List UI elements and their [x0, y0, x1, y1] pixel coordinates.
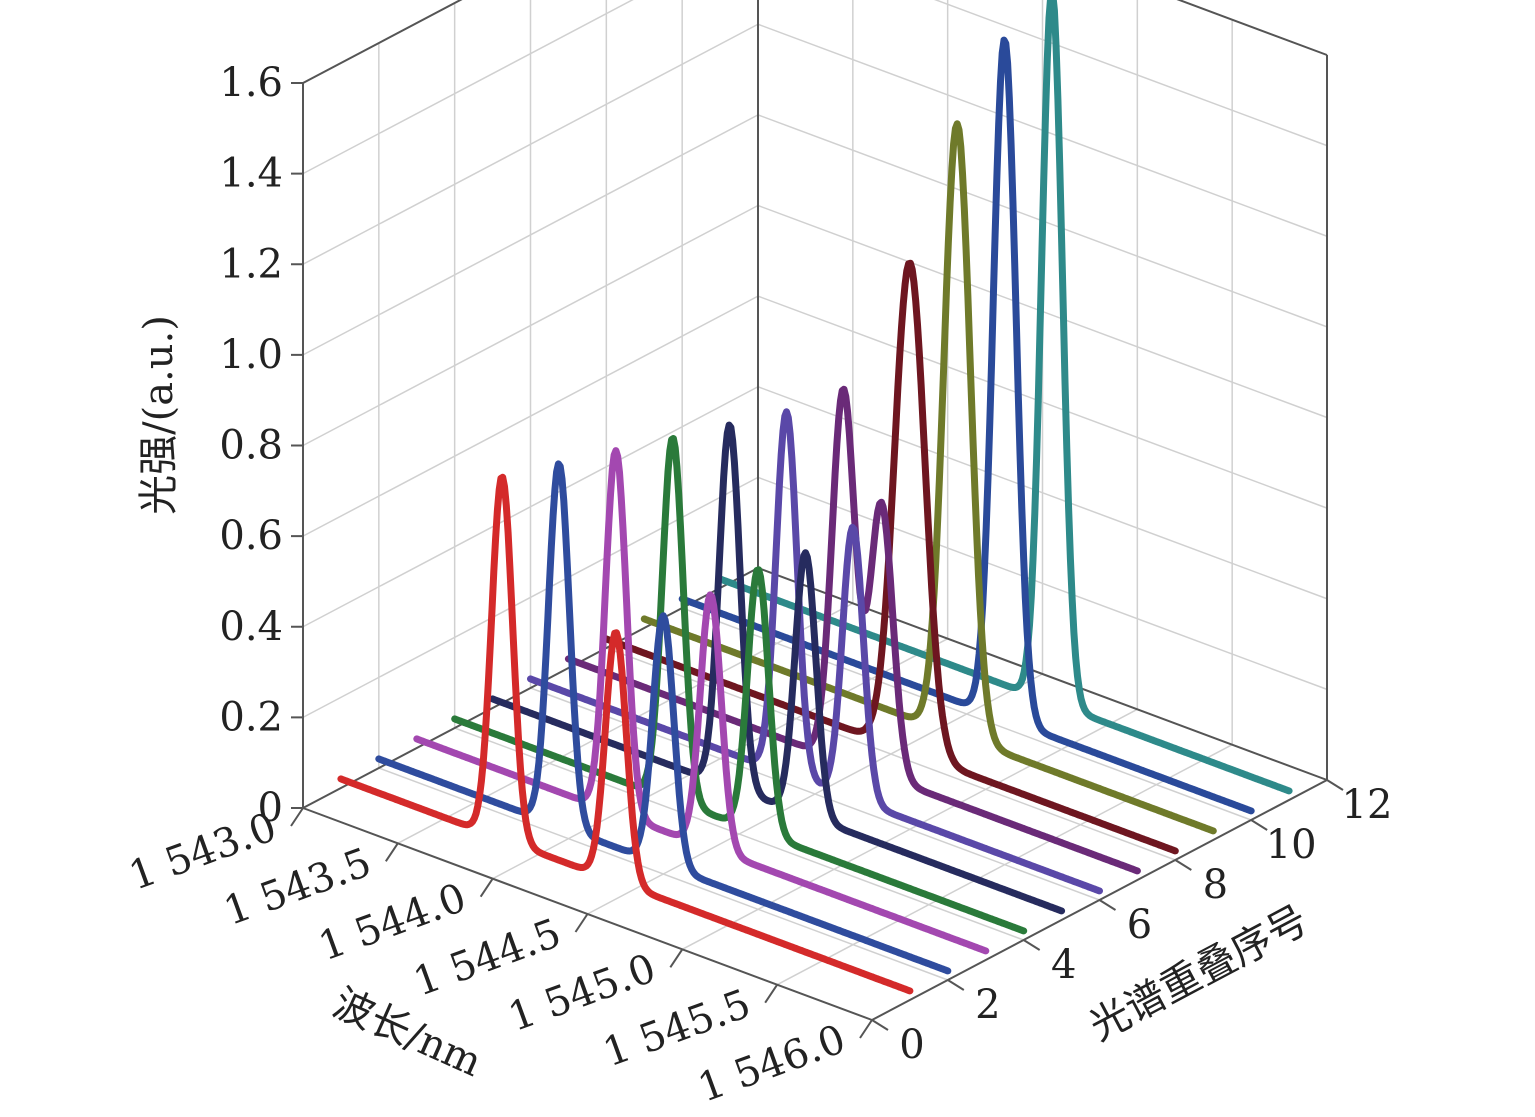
series-layer [337, 0, 1293, 995]
y-tick-mark-4 [1174, 859, 1192, 871]
sidewall-grid-z-2 [302, 386, 759, 628]
backwall-grid-z-2 [757, 386, 1328, 600]
y-tick-label-4: 8 [1203, 862, 1228, 908]
y-axis-title: 光谱重叠序号 [1082, 897, 1316, 1050]
z-tick-label-6: 1.2 [219, 241, 283, 287]
axes-frame [302, 0, 1328, 1021]
frame-edge-7 [302, 0, 463, 84]
series-line-4 [451, 435, 1028, 935]
z-tick-label-8: 1.6 [219, 60, 283, 106]
frame-edge-8 [1176, 0, 1328, 56]
backwall-grid-z-7 [933, 0, 1328, 147]
series-line-3 [413, 447, 990, 955]
series-line-1 [337, 473, 914, 995]
y-tick-mark-2 [1023, 939, 1041, 951]
backwall-grid-z-3 [757, 295, 1328, 509]
y-tick-mark-1 [947, 979, 965, 991]
frame-edge-3 [757, 567, 1328, 781]
x-tick-mark-1 [385, 842, 399, 862]
x-axis-title: 波长/nm [326, 980, 488, 1086]
y-tick-label-3: 6 [1127, 902, 1152, 948]
z-tick-label-7: 1.4 [219, 151, 283, 197]
series-line-10 [678, 36, 1255, 815]
y-tick-mark-6 [1326, 779, 1344, 791]
sidewall-grid-z-4 [302, 204, 759, 447]
y-tick-label-1: 2 [975, 982, 1000, 1028]
y-tick-mark-3 [1098, 899, 1117, 911]
y-tick-label-6: 12 [1342, 782, 1393, 828]
series-line-9 [640, 120, 1217, 835]
y-tick-label-5: 10 [1266, 822, 1317, 868]
z-axis-title: 光强/(a.u.) [136, 315, 182, 515]
x-tick-mark-6 [859, 1019, 873, 1039]
z-tick-label-0: 0 [258, 785, 283, 831]
x-tick-mark-4 [669, 948, 684, 968]
sidewall-grid-z-6 [302, 23, 759, 265]
z-tick-label-5: 1.0 [219, 332, 283, 378]
floor-grid-y-5 [681, 607, 1252, 821]
y-tick-label-2: 4 [1051, 942, 1076, 988]
x-tick-mark-5 [764, 984, 778, 1004]
x-tick-mark-0 [290, 807, 304, 827]
sidewall-grid-z-7 [302, 0, 634, 175]
sidewall-grid-z-5 [302, 114, 759, 356]
y-tick-label-0: 0 [899, 1022, 924, 1068]
series-line-2 [375, 460, 952, 975]
grid-layer [302, 0, 1328, 1021]
y-tick-mark-0 [871, 1019, 889, 1031]
x-tick-mark-3 [574, 913, 589, 933]
sidewall-grid-z-3 [302, 295, 759, 537]
floor-grid-y-1 [378, 767, 949, 981]
series-line-7 [564, 385, 1141, 875]
z-tick-label-3: 0.6 [219, 513, 283, 559]
z-tick-label-4: 0.8 [219, 423, 283, 469]
z-tick-label-2: 0.4 [219, 604, 283, 650]
y-tick-mark-5 [1250, 819, 1268, 831]
x-tick-mark-2 [479, 878, 494, 898]
floor-grid-y-2 [454, 727, 1024, 941]
z-tick-label-1: 0.2 [219, 694, 283, 740]
